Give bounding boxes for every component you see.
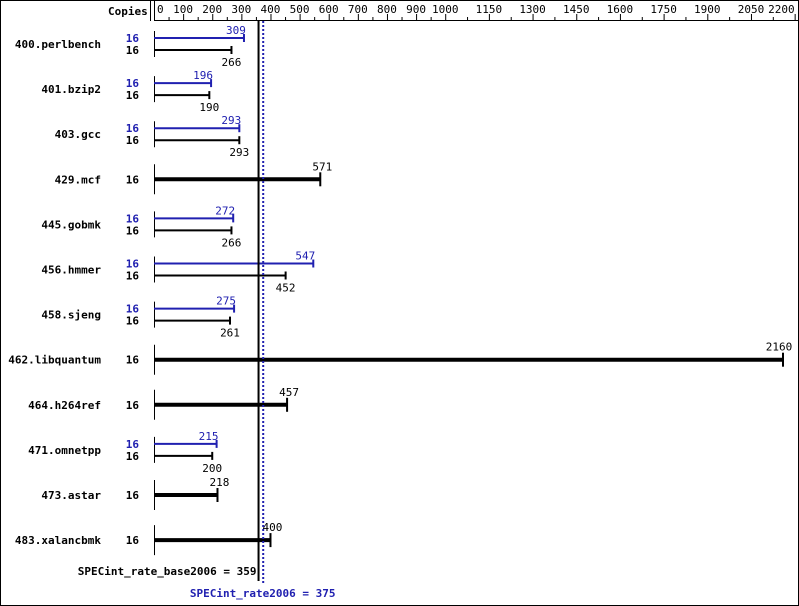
base-copies: 16 <box>126 134 140 147</box>
base-summary-label: SPECint_rate_base2006 = 359 <box>78 565 257 578</box>
peak-copies: 16 <box>126 303 140 316</box>
peak-value: 309 <box>226 24 246 37</box>
peak-copies: 16 <box>126 122 140 135</box>
benchmark-label: 429.mcf <box>55 173 101 186</box>
base-value: 200 <box>202 462 222 475</box>
benchmark-label: 458.sjeng <box>41 309 101 322</box>
benchmark-label: 445.gobmk <box>41 218 101 231</box>
base-value: 190 <box>199 101 219 114</box>
tick-label: 600 <box>319 3 339 16</box>
base-copies: 16 <box>126 489 140 502</box>
tick-label: 500 <box>290 3 310 16</box>
peak-copies: 16 <box>126 438 140 451</box>
benchmark-label: 400.perlbench <box>15 38 101 51</box>
base-copies: 16 <box>126 173 140 186</box>
benchmark-label: 456.hmmer <box>41 264 101 277</box>
base-value: 2160 <box>766 341 793 354</box>
base-value: 400 <box>263 521 283 534</box>
benchmark-label: 473.astar <box>41 489 101 502</box>
tick-label: 1000 <box>432 3 459 16</box>
tick-label: 0 <box>157 3 164 16</box>
tick-label: 2200 <box>768 3 795 16</box>
tick-label: 300 <box>231 3 251 16</box>
peak-value: 196 <box>193 69 213 82</box>
base-value: 266 <box>222 236 242 249</box>
tick-label: 1150 <box>476 3 503 16</box>
tick-label: 1900 <box>694 3 721 16</box>
peak-value: 293 <box>221 114 241 127</box>
tick-label: 800 <box>377 3 397 16</box>
tick-label: 200 <box>202 3 222 16</box>
tick-label: 1300 <box>519 3 546 16</box>
peak-copies: 16 <box>126 77 140 90</box>
base-value: 261 <box>220 327 240 340</box>
tick-label: 900 <box>406 3 426 16</box>
peak-value: 275 <box>216 295 236 308</box>
peak-copies: 16 <box>126 32 140 45</box>
peak-value: 547 <box>295 250 315 263</box>
tick-label: 1600 <box>607 3 634 16</box>
base-copies: 16 <box>126 270 140 283</box>
peak-value: 272 <box>215 204 235 217</box>
tick-label: 400 <box>261 3 281 16</box>
base-value: 571 <box>312 160 332 173</box>
benchmark-label: 462.libquantum <box>8 354 101 367</box>
benchmark-label: 483.xalancbmk <box>15 534 101 547</box>
tick-label: 2050 <box>738 3 765 16</box>
peak-copies: 16 <box>126 212 140 225</box>
tick-label: 100 <box>173 3 193 16</box>
base-value: 452 <box>276 282 296 295</box>
copies-header: Copies <box>108 5 148 18</box>
base-copies: 16 <box>126 44 140 57</box>
peak-summary-label: SPECint_rate2006 = 375 <box>190 587 336 600</box>
base-copies: 16 <box>126 399 140 412</box>
base-value: 218 <box>210 476 230 489</box>
base-copies: 16 <box>126 354 140 367</box>
benchmark-label: 464.h264ref <box>28 399 101 412</box>
tick-label: 1450 <box>563 3 590 16</box>
tick-label: 1750 <box>650 3 677 16</box>
base-value: 266 <box>222 56 242 69</box>
benchmark-label: 401.bzip2 <box>41 83 101 96</box>
base-value: 457 <box>279 386 299 399</box>
peak-value: 215 <box>199 430 219 443</box>
base-copies: 16 <box>126 315 140 328</box>
tick-label: 700 <box>348 3 368 16</box>
base-copies: 16 <box>126 534 140 547</box>
base-copies: 16 <box>126 224 140 237</box>
base-value: 293 <box>229 146 249 159</box>
base-copies: 16 <box>126 89 140 102</box>
benchmark-label: 471.omnetpp <box>28 444 101 457</box>
base-copies: 16 <box>126 450 140 463</box>
benchmark-label: 403.gcc <box>55 128 101 141</box>
peak-copies: 16 <box>126 258 140 271</box>
